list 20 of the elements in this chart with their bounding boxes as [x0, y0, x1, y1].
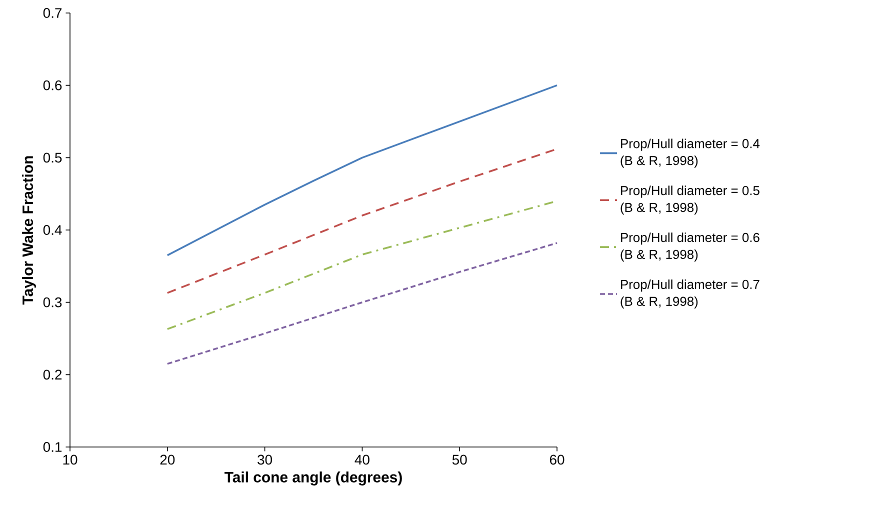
legend-label: Prop/Hull diameter = 0.6 (B & R, 1998): [620, 232, 760, 262]
x-tick-label: 50: [452, 454, 467, 465]
legend-label: Prop/Hull diameter = 0.5 (B & R, 1998): [620, 186, 760, 215]
x-tick-label: 40: [354, 454, 370, 465]
y-axis-title: Taylor Wake Fraction: [22, 156, 36, 305]
legend-label: Prop/Hull diameter = 0.4 (B & R, 1998): [620, 138, 760, 168]
legend-label: Prop/Hull diameter = 0.7 (B & R, 1998): [620, 280, 760, 309]
x-tick-label: 60: [550, 454, 564, 465]
x-tick-label: 20: [160, 454, 175, 465]
x-axis-title: Tail cone angle (degrees): [224, 471, 402, 486]
y-tick-label: 0.4: [43, 225, 62, 235]
x-tick-label: 10: [63, 454, 78, 465]
y-tick-label: 0.2: [43, 370, 62, 380]
line-series: [166, 242, 558, 365]
y-tick-label: 0.7: [43, 8, 62, 18]
y-tick-label: 0.5: [43, 152, 62, 163]
x-tick-label: 30: [258, 454, 272, 465]
y-tick-label: 0.3: [43, 297, 62, 308]
y-tick-label: 0.6: [43, 80, 62, 90]
y-tick-label: 0.1: [43, 442, 62, 452]
